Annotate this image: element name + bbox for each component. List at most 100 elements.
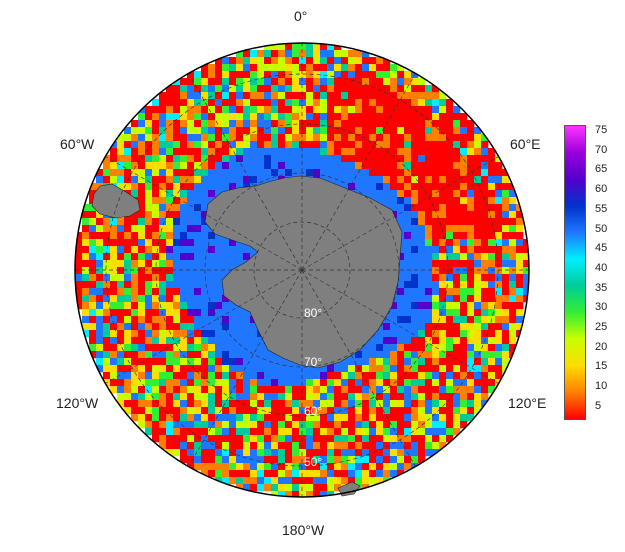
data-cell — [432, 337, 440, 345]
data-cell — [404, 323, 412, 331]
data-cell — [173, 400, 181, 408]
data-cell — [446, 106, 454, 114]
data-cell — [264, 99, 272, 107]
data-cell — [404, 92, 412, 100]
data-cell — [481, 330, 489, 338]
data-cell — [96, 246, 104, 254]
data-cell — [313, 386, 321, 394]
data-cell — [355, 155, 363, 163]
data-cell — [159, 302, 167, 310]
data-cell — [131, 176, 139, 184]
data-cell — [439, 106, 447, 114]
data-cell — [75, 281, 83, 289]
data-cell — [229, 407, 237, 415]
data-cell — [208, 358, 216, 366]
data-cell — [341, 113, 349, 121]
data-cell — [215, 92, 223, 100]
data-cell — [292, 435, 300, 443]
data-cell — [152, 113, 160, 121]
data-cell — [201, 400, 209, 408]
data-cell — [355, 113, 363, 121]
data-cell — [236, 113, 244, 121]
data-cell — [460, 155, 468, 163]
data-cell — [467, 295, 475, 303]
data-cell — [89, 295, 97, 303]
data-cell — [229, 302, 237, 310]
data-cell — [425, 141, 433, 149]
data-cell — [257, 57, 265, 65]
data-cell — [418, 99, 426, 107]
data-cell — [257, 141, 265, 149]
data-cell — [467, 246, 475, 254]
data-cell — [138, 113, 146, 121]
data-cell — [229, 421, 237, 429]
data-cell — [278, 435, 286, 443]
data-cell — [145, 281, 153, 289]
data-cell — [411, 148, 419, 156]
data-cell — [285, 407, 293, 415]
data-cell — [257, 344, 265, 352]
data-cell — [439, 330, 447, 338]
data-cell — [460, 330, 468, 338]
data-cell — [208, 414, 216, 422]
data-cell — [117, 288, 125, 296]
data-cell — [418, 260, 426, 268]
data-cell — [495, 211, 503, 219]
data-cell — [341, 428, 349, 436]
data-cell — [166, 190, 174, 198]
data-cell — [376, 99, 384, 107]
data-cell — [152, 120, 160, 128]
data-cell — [418, 323, 426, 331]
data-cell — [327, 113, 335, 121]
data-cell — [229, 386, 237, 394]
data-cell — [411, 414, 419, 422]
data-cell — [243, 477, 251, 485]
data-cell — [341, 141, 349, 149]
data-cell — [250, 421, 258, 429]
data-cell — [257, 337, 265, 345]
data-cell — [495, 232, 503, 240]
data-cell — [243, 337, 251, 345]
data-cell — [411, 400, 419, 408]
data-cell — [117, 330, 125, 338]
data-cell — [194, 155, 202, 163]
data-cell — [278, 134, 286, 142]
data-cell — [460, 386, 468, 394]
data-cell — [404, 330, 412, 338]
data-cell — [180, 253, 188, 261]
data-cell — [187, 323, 195, 331]
data-cell — [138, 414, 146, 422]
data-cell — [138, 358, 146, 366]
data-cell — [404, 309, 412, 317]
data-cell — [467, 225, 475, 233]
data-cell — [383, 141, 391, 149]
data-cell — [89, 260, 97, 268]
data-cell — [180, 386, 188, 394]
data-cell — [180, 169, 188, 177]
data-cell — [194, 78, 202, 86]
data-cell — [110, 386, 118, 394]
data-cell — [166, 344, 174, 352]
data-cell — [292, 470, 300, 478]
data-cell — [159, 239, 167, 247]
data-cell — [201, 120, 209, 128]
data-cell — [376, 421, 384, 429]
data-cell — [397, 449, 405, 457]
data-cell — [383, 99, 391, 107]
data-cell — [117, 365, 125, 373]
data-cell — [418, 309, 426, 317]
data-cell — [285, 428, 293, 436]
data-cell — [432, 253, 440, 261]
data-cell — [229, 400, 237, 408]
data-cell — [103, 323, 111, 331]
data-cell — [397, 99, 405, 107]
data-cell — [292, 365, 300, 373]
data-cell — [397, 211, 405, 219]
data-cell — [236, 106, 244, 114]
data-cell — [439, 281, 447, 289]
data-cell — [264, 393, 272, 401]
data-cell — [453, 386, 461, 394]
data-cell — [173, 155, 181, 163]
data-cell — [439, 169, 447, 177]
south-america-tip — [91, 183, 141, 219]
